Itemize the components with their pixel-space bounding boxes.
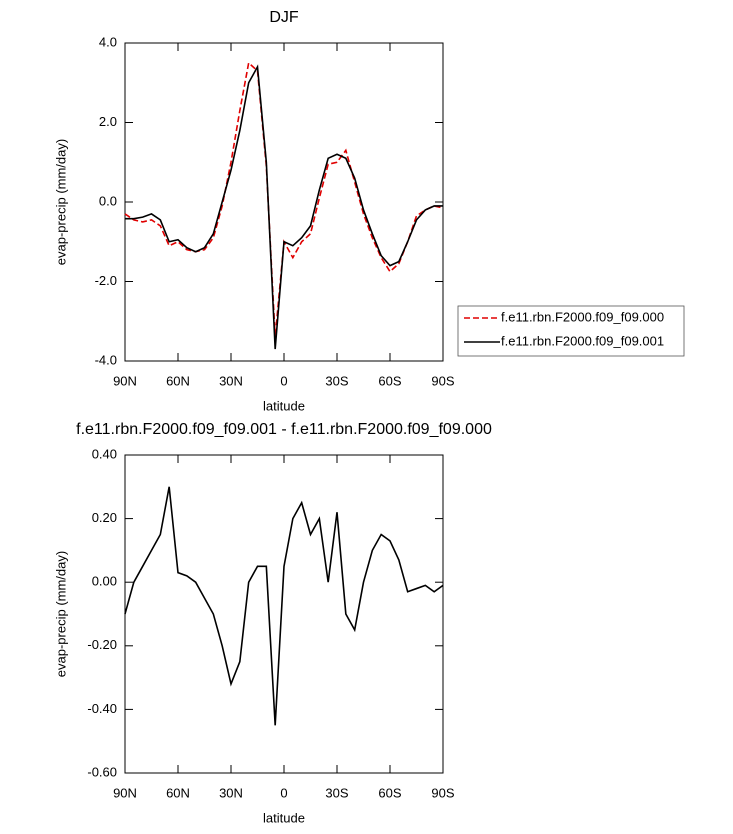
x-tick-label: 30S (325, 785, 348, 800)
legend-label: f.e11.rbn.F2000.f09_f09.001 (501, 333, 664, 348)
y-tick-label: -4.0 (95, 352, 117, 367)
y-axis-label: evap-precip (mm/day) (53, 139, 68, 265)
y-tick-label: -0.20 (87, 637, 117, 652)
x-axis-label: latitude (263, 810, 305, 825)
x-tick-label: 60S (378, 785, 401, 800)
x-tick-label: 30S (325, 373, 348, 388)
y-tick-label: 0.20 (92, 510, 117, 525)
x-tick-label: 0 (280, 785, 287, 800)
data-line (124, 486, 444, 726)
x-tick-label: 60N (166, 373, 190, 388)
x-tick-label: 30N (219, 373, 243, 388)
x-tick-label: 90N (113, 373, 137, 388)
x-axis-label: latitude (263, 398, 305, 413)
legend-label: f.e11.rbn.F2000.f09_f09.000 (501, 309, 664, 324)
data-line (124, 61, 444, 338)
y-tick-label: 4.0 (99, 34, 117, 49)
y-tick-label: 0.00 (92, 574, 117, 589)
x-tick-label: 30N (219, 785, 243, 800)
plot-frame (124, 454, 444, 774)
data-line (125, 64, 443, 350)
x-tick-label: 60S (378, 373, 401, 388)
y-tick-label: 0.40 (92, 446, 117, 461)
y-tick-label: 0.0 (99, 193, 117, 208)
y-tick-label: -0.60 (87, 764, 117, 779)
y-tick-label: -0.40 (87, 701, 117, 716)
chart-title: f.e11.rbn.F2000.f09_f09.001 - f.e11.rbn.… (76, 421, 492, 438)
y-axis-label: evap-precip (mm/day) (53, 551, 68, 677)
y-tick-label: -2.0 (95, 273, 117, 288)
x-tick-label: 0 (280, 373, 287, 388)
legend-box (457, 305, 685, 357)
x-tick-label: 90S (431, 785, 454, 800)
x-tick-label: 90S (431, 373, 454, 388)
x-tick-label: 90N (113, 785, 137, 800)
chart-title: DJF (269, 9, 299, 26)
x-tick-label: 60N (166, 785, 190, 800)
y-tick-label: 2.0 (99, 114, 117, 129)
plot-frame (124, 42, 444, 362)
